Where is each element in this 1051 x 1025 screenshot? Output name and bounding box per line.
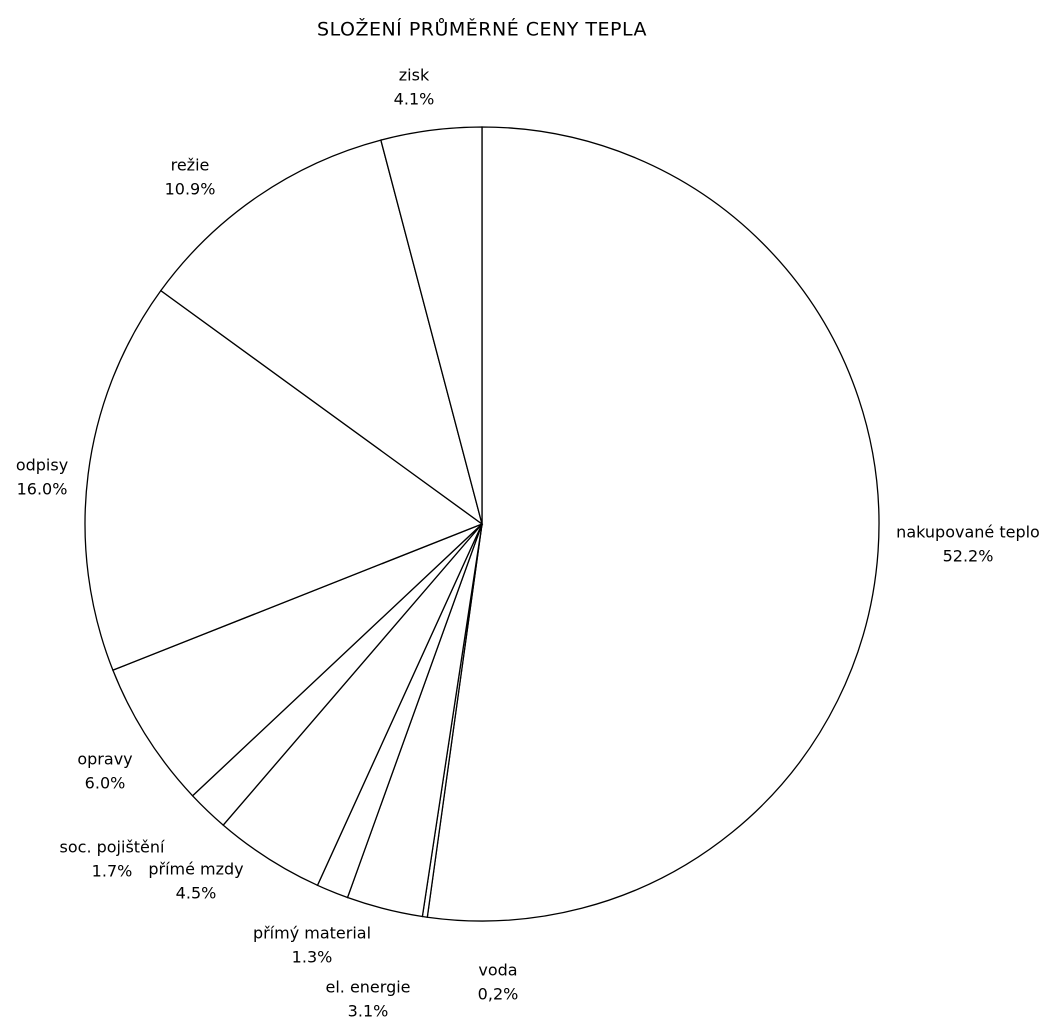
slice-value-label: 1.3% [292,948,333,967]
slice-value-label: 52.2% [943,547,994,566]
pie-slice [426,126,880,922]
slice-value-label: 0,2% [478,985,519,1004]
slice-value-label: 6.0% [85,774,126,793]
pie-slice [159,139,484,526]
pie-slice [84,289,484,671]
slice-label: přímé mzdy [148,860,243,879]
pie-slice [112,523,483,797]
slice-value-label: 16.0% [17,480,68,499]
slice-label: voda [478,961,517,980]
slice-value-label: 10.9% [165,180,216,199]
slice-label: nakupované teplo [896,523,1040,542]
slice-label: el. energie [325,978,410,997]
slice-value-label: 4.1% [394,90,435,109]
pie-slice [380,126,483,525]
slice-label: odpisy [16,456,68,475]
slice-value-label: 4.5% [176,884,217,903]
chart-title: SLOŽENÍ PRŮMĚRNÉ CENY TEPLA [317,17,647,41]
slice-label: režie [171,156,210,175]
slice-label: zisk [399,66,430,85]
slice-label: opravy [77,750,132,769]
slice-value-label: 1.7% [92,862,133,881]
slice-label: přímý material [253,924,371,943]
slice-label: soc. pojištění [60,838,166,857]
slice-value-label: 3.1% [348,1002,389,1021]
